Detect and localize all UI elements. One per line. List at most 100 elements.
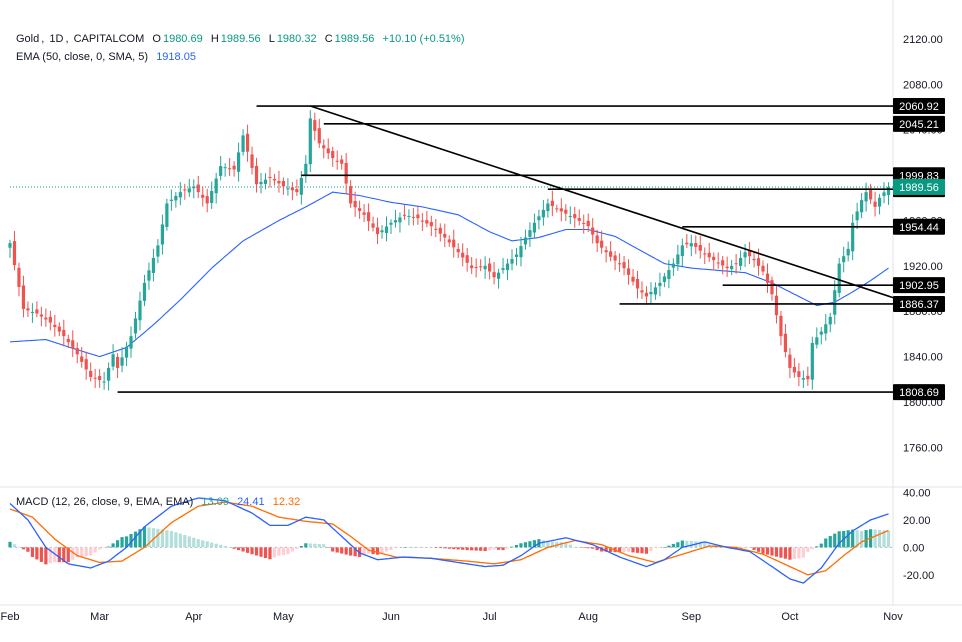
candle-body [779,315,783,337]
candle-down [322,139,326,159]
candle-down [62,319,66,347]
candle-up [833,280,837,325]
candle-body [205,196,209,204]
macd-histogram-bar [591,547,595,549]
candle-down [626,259,631,285]
ema-line [9,191,889,358]
candle-up [304,155,308,183]
macd-histogram-bar [783,547,788,559]
candle-body [604,250,608,253]
candle-body [107,367,111,381]
candle-body [537,216,541,221]
macd-histogram-bar [873,529,877,548]
candle-body [71,340,75,349]
candle-body [380,230,384,233]
macd-line-value: 24.41 [237,496,265,508]
price-level-label: 1886.37 [899,299,939,311]
macd-histogram-bar [151,528,156,548]
candle-body [550,200,554,207]
candle-body [160,224,164,245]
ema-value: 1918.05 [156,51,196,63]
candle-down [712,252,716,271]
candle-body [712,256,716,261]
time-axis-label: Jun [382,611,400,623]
candle-body [259,181,263,185]
candle-up [129,326,133,358]
candle-body [644,292,649,297]
candle-down [725,256,729,277]
candle-body [523,237,528,245]
macd-histogram-bar [416,547,420,548]
macd-histogram-bar [196,539,200,548]
candle-up [30,303,35,323]
candle-body [707,252,711,258]
candle-body [774,295,779,316]
candle-body [694,243,698,247]
candle-down [550,190,554,217]
candle-up [398,212,402,233]
macd-histogram-bar [245,547,250,553]
candle-down [75,342,79,364]
candle-up [241,129,245,156]
candle-up [299,171,303,205]
macd-histogram-bar [375,547,380,555]
candle-body [174,195,178,201]
macd-histogram-bar [44,547,48,565]
candle-body [676,254,680,265]
candle-down [183,183,187,200]
macd-histogram-bar [115,540,120,548]
macd-histogram-bar [344,547,348,555]
close-value: 1989.56 [334,33,375,45]
macd-histogram-bar [48,547,52,564]
macd-histogram-bar [254,547,259,556]
time-axis-label: Aug [578,611,598,623]
candle-body [443,233,447,238]
price-axis-tick: 1760.00 [903,442,943,454]
candle-body [57,326,61,332]
symbol-source: CAPITALCOM [73,33,145,45]
macd-histogram-bar [407,547,411,548]
close-label: C [324,33,333,45]
candle-down [93,369,97,389]
macd-histogram-bar [824,538,828,548]
candle-body [420,220,424,222]
candle-down [783,323,788,358]
macd-histogram-bar [877,530,882,548]
candle-body [254,165,259,185]
candle-body [299,177,303,195]
candle-down [685,233,689,249]
candle-body [277,181,281,184]
high-value: 1989.56 [220,33,261,45]
candle-down [12,230,17,271]
candle-down [573,206,577,228]
macd-histogram-bar [89,547,93,556]
macd-histogram-bar [17,546,21,548]
candle-down [313,112,317,141]
macd-histogram-bar [523,542,528,548]
macd-histogram-bar [147,527,151,548]
candle-body [577,218,581,221]
macd-histogram-bar [644,547,649,554]
candle-down [452,229,456,258]
candle-body [756,258,761,266]
candle-body [290,187,294,191]
candle-body [183,189,187,191]
candle-up [810,336,814,390]
candle-body [703,253,707,255]
candle-body [165,203,169,227]
candle-body [886,186,891,196]
macd-histogram-bar [676,542,680,548]
macd-histogram-bar [71,547,75,560]
candle-up [178,182,182,206]
candle-body [115,356,120,368]
candle-body [752,258,756,261]
macd-histogram-bar [528,541,532,548]
candle-down [201,186,205,207]
candle-down [716,252,720,269]
candle-body [263,179,268,184]
time-axis-label: Sep [682,611,702,623]
candle-body [331,151,335,159]
candle-down [644,286,649,305]
time-axis-label: Mar [90,611,109,623]
candle-up [815,327,819,349]
